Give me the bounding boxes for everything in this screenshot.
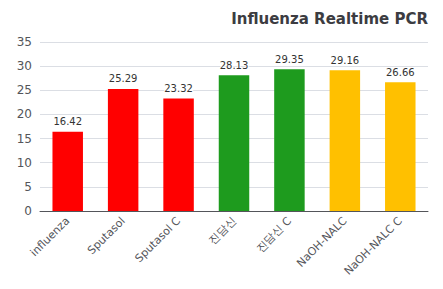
svg-text:Sputasol: Sputasol [85,214,128,257]
svg-text:NaOH-NALC: NaOH-NALC [294,214,350,270]
svg-text:10: 10 [17,156,32,170]
svg-text:29.16: 29.16 [331,55,360,66]
svg-text:25.29: 25.29 [109,73,138,84]
svg-text:30: 30 [17,59,32,73]
svg-text:Sputasol C: Sputasol C [133,214,184,265]
svg-text:5: 5 [24,180,32,194]
svg-text:20: 20 [17,107,32,121]
svg-text:0: 0 [24,204,32,218]
svg-text:29.35: 29.35 [275,54,304,65]
svg-text:25: 25 [17,83,32,97]
svg-text:26.66: 26.66 [386,67,415,78]
svg-text:35: 35 [17,35,32,49]
svg-text:진담신 C: 진담신 C [254,214,295,255]
svg-text:influenza: influenza [28,214,73,259]
svg-text:16.42: 16.42 [53,116,82,127]
svg-text:진담신: 진담신 [206,214,239,247]
svg-text:15: 15 [17,132,32,146]
svg-text:23.32: 23.32 [164,83,193,94]
svg-text:28.13: 28.13 [220,60,249,71]
svg-text:NaOH-NALC C: NaOH-NALC C [342,214,406,278]
svg-text:Influenza Realtime PCR: Influenza Realtime PCR [231,10,428,28]
